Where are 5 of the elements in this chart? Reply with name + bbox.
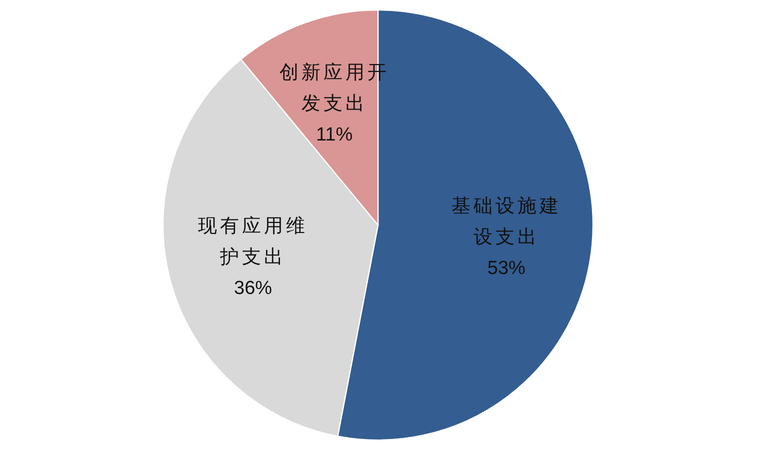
data-label: 53% [487,258,526,279]
slice-label: 现有应用维护支出 [198,215,308,268]
data-label: 36% [234,278,272,299]
slice-label: 基础设施建设支出 [451,195,562,248]
data-label: 11% [316,124,353,146]
